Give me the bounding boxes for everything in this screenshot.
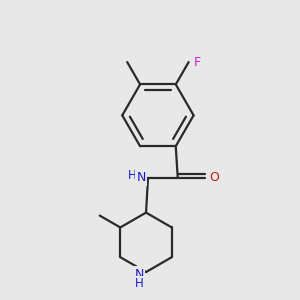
Text: H: H xyxy=(135,278,143,290)
Text: N: N xyxy=(136,171,146,184)
Text: F: F xyxy=(194,56,201,69)
Text: H: H xyxy=(128,169,136,182)
Text: N: N xyxy=(134,268,144,281)
Text: O: O xyxy=(209,171,219,184)
